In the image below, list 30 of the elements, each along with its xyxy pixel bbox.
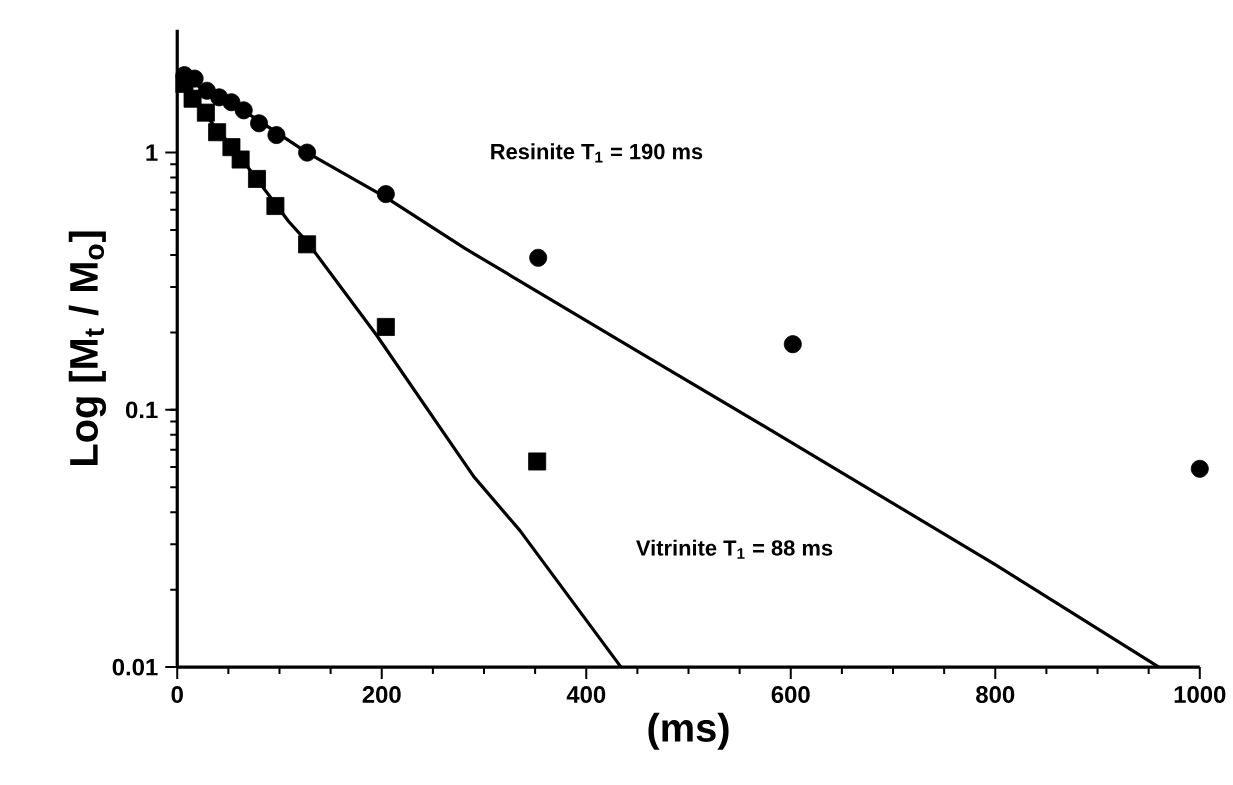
annotation: Resinite T$_{1}$ = 190 ms — [491, 143, 703, 163]
point — [208, 123, 227, 142]
point — [234, 101, 253, 120]
point — [1190, 460, 1209, 478]
point — [376, 185, 395, 204]
y-tick-label: 1 — [146, 144, 158, 162]
point — [267, 126, 286, 145]
point — [248, 170, 266, 189]
y-tick-label: 0.1 — [125, 401, 158, 419]
point — [196, 103, 215, 122]
point — [222, 93, 241, 112]
point — [250, 114, 268, 133]
annotation: Vitrinite T$_{1}$ = 88 ms — [636, 539, 833, 559]
x-tick-label: 400 — [566, 686, 606, 704]
point — [231, 150, 250, 169]
point — [266, 197, 285, 216]
x-tick-label: 600 — [771, 686, 810, 704]
point — [376, 318, 395, 337]
y-axis-title: Log [M$_{t}$ / M$_{o}$] — [68, 231, 107, 466]
x-axis-title: (ms) — [648, 712, 729, 751]
x-tick-label: 0 — [171, 686, 183, 704]
x-tick-label: 1000 — [1174, 686, 1226, 704]
point — [298, 143, 317, 162]
point — [783, 335, 802, 354]
point — [528, 452, 547, 471]
point — [529, 249, 548, 267]
x-tick-label: 800 — [976, 686, 1015, 704]
y-tick-label: 0.01 — [112, 658, 158, 676]
x-tick-label: 200 — [362, 686, 401, 704]
point — [298, 235, 317, 254]
